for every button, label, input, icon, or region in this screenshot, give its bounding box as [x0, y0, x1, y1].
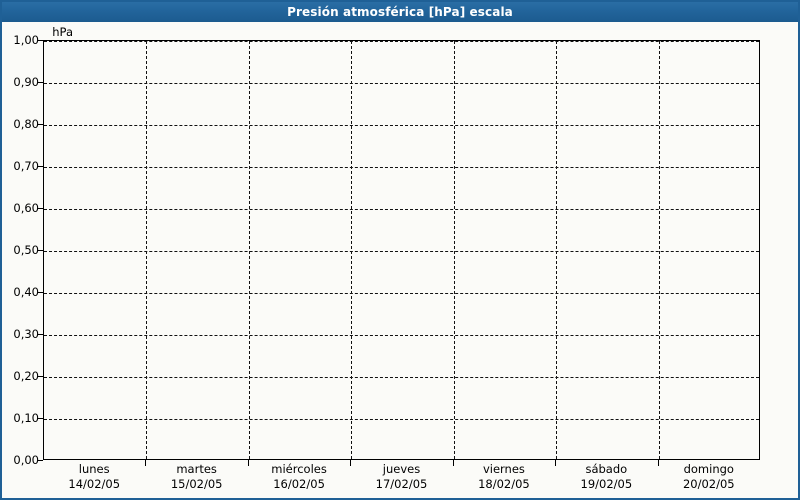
- y-axis-tick-mark: [37, 292, 43, 293]
- x-axis-labels: lunes 14/02/05 martes 15/02/05 miércoles 16/0…: [2, 462, 798, 498]
- x-axis-day-label: miércoles: [271, 462, 327, 476]
- x-axis-day-label: domingo: [683, 462, 734, 476]
- y-axis-tick-label: 0,50: [13, 243, 39, 257]
- x-axis-tick-label: jueves 17/02/05: [342, 462, 462, 492]
- y-axis-tick-mark: [37, 376, 43, 377]
- x-axis-date-label: 19/02/05: [580, 477, 633, 491]
- y-axis-tick-label: 0,40: [13, 285, 39, 299]
- x-axis-tick-label: martes 15/02/05: [137, 462, 257, 492]
- x-gridline: [658, 41, 660, 459]
- x-gridline: [556, 41, 558, 459]
- y-axis-tick-label: 0,20: [13, 369, 39, 383]
- x-gridline: [453, 41, 455, 459]
- y-axis-tick-label: 1,00: [13, 33, 39, 47]
- y-gridline: [44, 167, 759, 168]
- x-axis-tick-mark: [247, 460, 249, 466]
- window-titlebar: Presión atmosférica [hPa] escala: [2, 2, 798, 22]
- x-axis-date-label: 20/02/05: [682, 477, 735, 491]
- y-gridline: [44, 419, 759, 420]
- y-axis-tick-label: 0,00: [13, 453, 39, 467]
- x-axis-tick-mark: [145, 460, 147, 466]
- y-axis-tick-label: 0,80: [13, 117, 39, 131]
- y-axis-tick-mark: [37, 40, 43, 41]
- x-gridline: [351, 41, 353, 459]
- y-gridline: [44, 293, 759, 294]
- y-gridline: [44, 251, 759, 252]
- x-axis-date-label: 15/02/05: [170, 477, 223, 491]
- y-axis-tick-label: 0,90: [13, 75, 39, 89]
- y-axis-tick-label: 0,10: [13, 411, 39, 425]
- x-axis-day-label: sábado: [585, 462, 628, 476]
- y-axis-tick-mark: [37, 334, 43, 335]
- y-axis-tick-label: 0,70: [13, 159, 39, 173]
- x-axis-tick-label: viernes 18/02/05: [444, 462, 564, 492]
- page-title: Presión atmosférica [hPa] escala: [287, 5, 513, 19]
- x-axis-date-label: 18/02/05: [478, 477, 530, 491]
- x-axis-tick-label: miércoles 16/02/05: [239, 462, 359, 492]
- x-axis-tick-label: lunes 14/02/05: [34, 462, 154, 492]
- y-gridline: [44, 41, 759, 42]
- y-gridline: [44, 209, 759, 210]
- x-axis-day-label: viernes: [482, 462, 525, 476]
- x-axis-date-label: 14/02/05: [68, 477, 121, 491]
- y-axis-tick-label: 0,60: [13, 201, 39, 215]
- y-axis-tick-mark: [37, 82, 43, 83]
- x-axis-date-label: 16/02/05: [273, 477, 325, 491]
- y-gridline: [44, 335, 759, 336]
- x-axis-tick-mark: [350, 460, 352, 466]
- chart-canvas: hPa 1,00 0,90 0,80 0,70 0,60 0,50 0,40 0,30 0,20…: [2, 22, 798, 498]
- plot-area: [43, 40, 760, 460]
- y-axis-tick-mark: [37, 124, 43, 125]
- y-axis-tick-mark: [37, 418, 43, 419]
- y-gridline: [44, 83, 759, 84]
- x-axis-tick-label: sábado 19/02/05: [546, 462, 666, 492]
- y-gridline: [44, 125, 759, 126]
- y-axis-unit-label: hPa: [52, 25, 73, 39]
- y-gridline: [44, 377, 759, 378]
- x-axis-tick-mark: [452, 460, 454, 466]
- x-axis-day-label: jueves: [382, 462, 421, 476]
- x-gridline: [146, 41, 148, 459]
- y-axis-tick-mark: [37, 250, 43, 251]
- y-axis-tick-mark: [37, 166, 43, 167]
- y-axis-labels: 1,00 0,90 0,80 0,70 0,60 0,50 0,40 0,30 0,20 0,10…: [0, 34, 39, 466]
- x-gridline: [248, 41, 250, 459]
- x-axis-tick-label: domingo 20/02/05: [649, 462, 769, 492]
- x-axis-tick-mark: [657, 460, 659, 466]
- y-axis-tick-mark: [37, 460, 43, 461]
- y-axis-tick-mark: [37, 208, 43, 209]
- x-axis-day-label: martes: [176, 462, 217, 476]
- x-axis-date-label: 17/02/05: [375, 477, 428, 491]
- x-axis-day-label: lunes: [78, 462, 110, 476]
- y-axis-tick-label: 0,30: [13, 327, 39, 341]
- x-axis-tick-mark: [555, 460, 557, 466]
